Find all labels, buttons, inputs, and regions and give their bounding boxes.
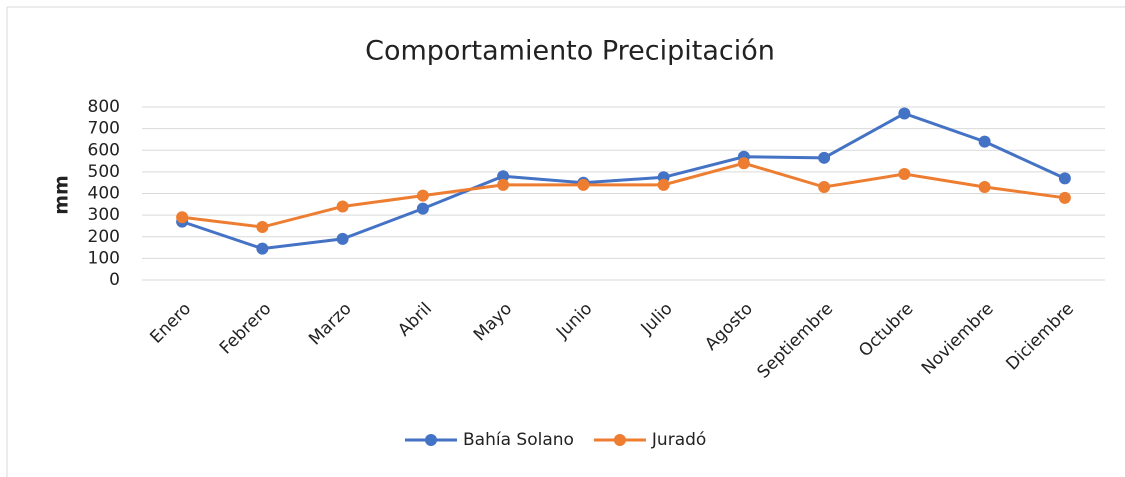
data-point xyxy=(176,211,189,224)
series-line xyxy=(181,161,1066,229)
y-axis-label: mm xyxy=(51,175,73,215)
y-tick-label: 700 xyxy=(88,119,120,139)
data-point xyxy=(978,181,991,194)
y-tick-label: 200 xyxy=(88,227,120,247)
data-point xyxy=(818,181,831,194)
data-point xyxy=(336,200,349,213)
legend-label: Bahía Solano xyxy=(463,430,574,450)
data-point xyxy=(898,168,911,181)
data-point xyxy=(657,178,670,191)
y-tick-label: 600 xyxy=(88,140,120,160)
legend-marker xyxy=(425,434,437,446)
y-tick-label: 400 xyxy=(88,184,120,204)
y-tick-label: 300 xyxy=(88,205,120,225)
y-tick-label: 500 xyxy=(88,162,120,182)
x-tick-label: Febrero xyxy=(216,299,276,359)
legend-marker xyxy=(613,434,626,446)
x-tick-label: Mayo xyxy=(470,299,516,345)
data-point xyxy=(1058,172,1071,185)
y-tick-label: 800 xyxy=(88,97,120,117)
data-point xyxy=(497,178,510,191)
y-tick-label: 0 xyxy=(109,270,120,290)
legend-label: Juradó xyxy=(651,430,706,450)
data-point xyxy=(978,135,991,148)
data-point xyxy=(336,232,349,245)
x-tick-label: Octubre xyxy=(855,299,917,361)
data-point xyxy=(1058,191,1071,204)
x-tick-label: Marzo xyxy=(305,299,355,349)
series-line xyxy=(181,111,1066,251)
data-point xyxy=(577,178,590,191)
x-tick-label: Abril xyxy=(394,299,436,341)
data-point xyxy=(256,221,269,234)
data-point xyxy=(416,189,429,202)
x-tick-label: Junio xyxy=(552,299,596,343)
x-tick-label: Agosto xyxy=(701,299,757,355)
chart-title: Comportamiento Precipitación xyxy=(365,36,775,67)
data-point xyxy=(416,202,429,215)
x-tick-label: Enero xyxy=(146,299,195,348)
x-tick-label: Diciembre xyxy=(1002,299,1078,375)
x-tick-label: Septiembre xyxy=(754,299,838,383)
x-tick-label: Noviembre xyxy=(918,299,998,379)
x-tick-label: Julio xyxy=(637,299,677,339)
data-point xyxy=(898,107,911,120)
data-point xyxy=(256,242,269,255)
data-point xyxy=(818,151,831,164)
data-point xyxy=(497,170,510,183)
data-point xyxy=(737,157,750,170)
y-tick-label: 100 xyxy=(88,248,120,268)
